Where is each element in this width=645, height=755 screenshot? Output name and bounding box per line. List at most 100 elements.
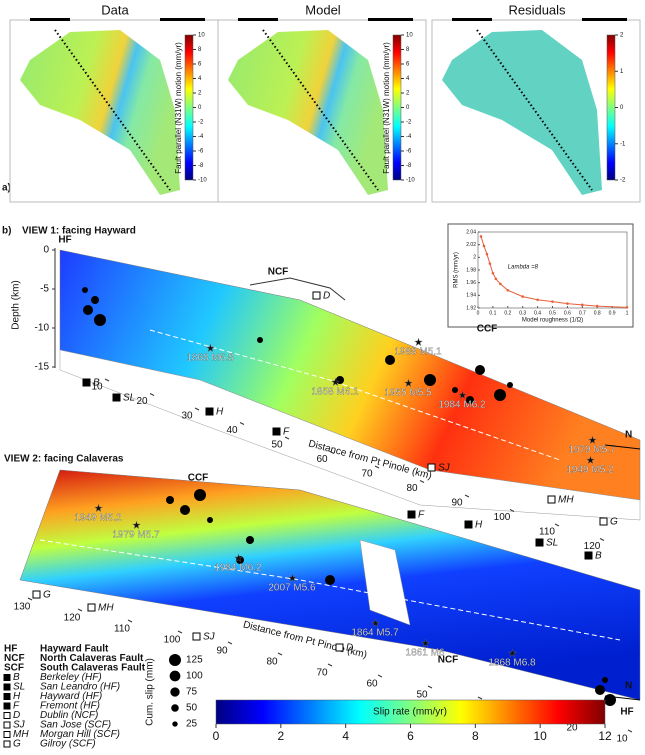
map — [442, 30, 602, 195]
x-tick-label: 0.7 — [579, 310, 586, 316]
earthquake-label: 2007 M5.6 — [268, 583, 316, 594]
legend-abbr: F — [13, 701, 20, 712]
point — [485, 252, 489, 256]
site-label: SL — [123, 393, 135, 404]
point — [536, 298, 539, 302]
star: ★ — [288, 574, 297, 585]
tick — [104, 378, 110, 382]
site-label: D — [323, 291, 330, 302]
earthquake — [452, 387, 458, 393]
slip-size — [169, 670, 181, 682]
earthquake — [257, 337, 263, 343]
tick — [194, 407, 200, 411]
x-tick-label: 0.8 — [594, 310, 601, 316]
colorbar-tick-label: 12 — [598, 729, 612, 743]
point — [595, 304, 599, 308]
earthquake-label: 1984 M6.2 — [214, 563, 262, 574]
fault-trace — [54, 29, 171, 191]
earthquake-label: 1868 M6.8 — [186, 353, 234, 364]
earthquake — [194, 489, 206, 501]
earthquake — [94, 314, 106, 326]
legend-marker — [3, 674, 11, 681]
colorbar-tick-label: 6 — [406, 62, 410, 68]
colorbar-tick-label: 2 — [620, 33, 624, 39]
star: ★ — [508, 649, 517, 660]
site-marker — [584, 551, 593, 560]
annotation: Lambda =8 — [508, 264, 539, 270]
colorbar-tick-label: -10 — [198, 178, 207, 184]
x-tick-label: 0.9 — [609, 310, 616, 316]
colorbar-tick-label: -2 — [406, 120, 412, 126]
legend-abbr: SL — [13, 682, 25, 693]
distance-tick-label: 70 — [361, 469, 373, 480]
y-tick-label: 2.04 — [466, 229, 476, 235]
site-marker — [192, 632, 201, 641]
site-label: F — [283, 427, 290, 438]
star: ★ — [458, 391, 467, 402]
y-tick-label: 1.98 — [466, 267, 476, 273]
colorbar-tick-label: 0 — [620, 105, 624, 111]
site-label: H — [475, 520, 483, 531]
site-label: B — [93, 378, 100, 389]
distance-tick-label: 10 — [91, 382, 103, 393]
frame-bar — [368, 18, 413, 21]
earthquake-label: 1864 M5.7 — [351, 628, 399, 639]
point — [566, 302, 569, 305]
legend-marker — [3, 693, 11, 700]
site-marker — [535, 538, 544, 547]
distance-tick-label: 80 — [266, 657, 278, 668]
tick — [419, 480, 425, 483]
earthquake — [91, 296, 99, 304]
view-title: VIEW 2: facing Calaveras — [4, 454, 124, 465]
site-marker — [427, 463, 436, 472]
frame-bar — [582, 18, 627, 21]
legend-marker — [3, 702, 11, 710]
site-marker — [32, 590, 41, 599]
site-marker — [464, 520, 473, 529]
colorbar-tick-label: 4 — [342, 729, 349, 743]
site-label: MH — [98, 603, 114, 614]
legend-abbr: SJ — [13, 720, 26, 731]
legend-abbr: SCF — [4, 663, 24, 674]
slip-size-label: 50 — [186, 703, 198, 714]
x-tick-label: 0.2 — [504, 310, 511, 316]
colorbar-tick-label: -2 — [198, 120, 204, 126]
slip-size-label: 25 — [186, 719, 198, 730]
fault-label: CCF — [188, 473, 209, 484]
earthquake — [507, 382, 513, 388]
point — [581, 303, 584, 307]
mesh — [359, 539, 411, 626]
tick — [374, 465, 380, 469]
tick — [149, 393, 155, 396]
slip-colorbar-label: Slip rate (mm/yr) — [373, 707, 447, 718]
point — [551, 300, 554, 303]
tick — [464, 494, 470, 498]
colorbar-tick-label: 8 — [406, 47, 410, 53]
legend-name: South Calaveras Fault — [40, 663, 146, 674]
panel-title: Model — [305, 2, 341, 17]
ncf-trace — [249, 277, 346, 301]
legend-marker — [3, 712, 11, 719]
fault-label: CCF — [477, 324, 498, 335]
legend-marker — [3, 740, 11, 748]
tick — [127, 619, 133, 623]
y-tick-label: 2 — [473, 255, 476, 261]
colorbar-tick-label: 2 — [198, 91, 202, 97]
x-axis-label: Model roughness (1/Ω) — [522, 318, 583, 324]
x-tick-label: 0.3 — [519, 310, 526, 316]
legend-name: North Calaveras Fault — [40, 653, 144, 664]
site-label: SL — [546, 538, 558, 549]
star: ★ — [234, 554, 243, 565]
colorbar-tick-label: 10 — [533, 729, 547, 743]
frame-bar — [452, 18, 492, 21]
point — [506, 288, 510, 292]
colorbar-tick-label: 6 — [198, 62, 202, 68]
colorbar — [184, 34, 194, 181]
distance-tick-label: 60 — [366, 679, 378, 690]
earthquake — [336, 376, 344, 384]
site-marker — [205, 407, 214, 416]
colorbar-tick-label: 1 — [620, 69, 624, 75]
legend-name: San Jose (SCF) — [40, 720, 111, 731]
fault-trace — [476, 29, 593, 191]
distance-tick-label: 20 — [566, 723, 578, 734]
